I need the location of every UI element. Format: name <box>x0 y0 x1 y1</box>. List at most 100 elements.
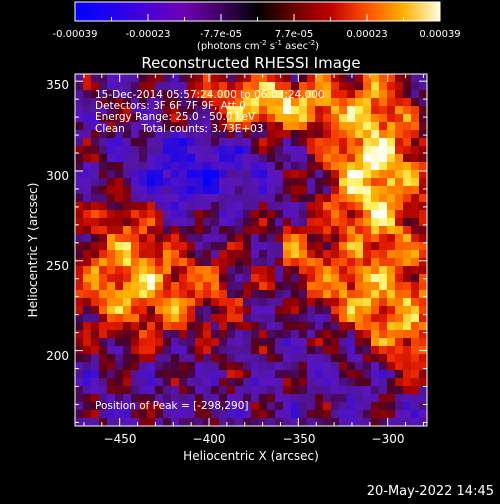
heatmap-cell <box>371 202 380 211</box>
heatmap-cell <box>147 250 156 259</box>
heatmap-cell <box>195 170 204 179</box>
heatmap-cell <box>267 274 276 283</box>
heatmap-cell <box>275 306 284 315</box>
heatmap-cell <box>203 194 212 203</box>
heatmap-cell <box>107 386 116 395</box>
heatmap-cell <box>83 282 92 291</box>
heatmap-cell <box>203 146 212 155</box>
heatmap-cell <box>147 306 156 315</box>
heatmap-cell <box>307 306 316 315</box>
heatmap-cell <box>267 410 276 419</box>
heatmap-cell <box>387 98 396 107</box>
heatmap-cell <box>179 154 188 163</box>
heatmap-cell <box>195 418 204 426</box>
heatmap-cell <box>115 378 124 387</box>
heatmap-cell <box>227 162 236 171</box>
heatmap-cell <box>211 202 220 211</box>
heatmap-cell <box>155 402 164 411</box>
heatmap-cell <box>347 298 356 307</box>
heatmap-cell <box>379 106 388 115</box>
heatmap-cell <box>83 362 92 371</box>
heatmap-cell <box>267 98 276 107</box>
heatmap-cell <box>83 234 92 243</box>
heatmap-cell <box>75 194 84 203</box>
heatmap-cell <box>419 354 427 363</box>
heatmap-cell <box>307 314 316 323</box>
heatmap-cell <box>187 194 196 203</box>
heatmap-cell <box>275 186 284 195</box>
heatmap-cell <box>187 402 196 411</box>
heatmap-cell <box>227 130 236 139</box>
heatmap-cell <box>227 82 236 91</box>
heatmap-cell <box>155 274 164 283</box>
heatmap-cell <box>195 290 204 299</box>
heatmap-cell <box>243 258 252 267</box>
heatmap-cell <box>203 274 212 283</box>
heatmap-cell <box>195 386 204 395</box>
heatmap-cell <box>243 114 252 123</box>
heatmap-cell <box>395 258 404 267</box>
heatmap-cell <box>75 114 84 123</box>
heatmap-cell <box>299 226 308 235</box>
heatmap-cell <box>107 234 116 243</box>
heatmap-cell <box>411 282 420 291</box>
heatmap-cell <box>83 250 92 259</box>
heatmap-cell <box>203 362 212 371</box>
heatmap-cell <box>155 250 164 259</box>
heatmap-cell <box>171 130 180 139</box>
heatmap-cell <box>379 234 388 243</box>
heatmap-cell <box>283 242 292 251</box>
heatmap-cell <box>283 322 292 331</box>
heatmap-cell <box>219 250 228 259</box>
heatmap-cell <box>203 378 212 387</box>
heatmap-cell <box>371 106 380 115</box>
heatmap-cell <box>171 346 180 355</box>
heatmap-cell <box>131 170 140 179</box>
heatmap-cell <box>387 146 396 155</box>
heatmap-cell <box>227 322 236 331</box>
heatmap-cell <box>411 322 420 331</box>
heatmap-cell <box>211 162 220 171</box>
heatmap-cell <box>219 362 228 371</box>
colorbar-tick-label: -7.7e-05 <box>200 29 242 40</box>
heatmap-cell <box>171 370 180 379</box>
heatmap-cell <box>251 130 260 139</box>
heatmap-cell <box>339 386 348 395</box>
heatmap-cell <box>291 114 300 123</box>
heatmap-cell <box>83 146 92 155</box>
heatmap-cell <box>331 402 340 411</box>
heatmap-cell <box>131 82 140 91</box>
heatmap-cell <box>187 162 196 171</box>
heatmap-cell <box>331 234 340 243</box>
heatmap-cell <box>123 306 132 315</box>
heatmap-cell <box>219 130 228 139</box>
heatmap-cell <box>195 306 204 315</box>
heatmap-cell <box>259 354 268 363</box>
heatmap-cell <box>115 130 124 139</box>
heatmap-cell <box>307 266 316 275</box>
heatmap-cell <box>323 314 332 323</box>
heatmap-cell <box>99 178 108 187</box>
heatmap-cell <box>363 386 372 395</box>
heatmap-cell <box>291 282 300 291</box>
heatmap-cell <box>379 90 388 99</box>
heatmap-cell <box>147 370 156 379</box>
heatmap-cell <box>419 322 427 331</box>
heatmap-cell <box>395 98 404 107</box>
heatmap-cell <box>419 130 427 139</box>
heatmap-cell <box>387 362 396 371</box>
heatmap-cell <box>267 130 276 139</box>
heatmap-cell <box>123 394 132 403</box>
heatmap-cell <box>395 314 404 323</box>
heatmap-cell <box>419 314 427 323</box>
footer-timestamp: 20-May-2022 14:45 <box>367 484 494 499</box>
heatmap-cell <box>403 226 412 235</box>
heatmap-cell <box>283 154 292 163</box>
heatmap-cell <box>171 162 180 171</box>
heatmap-cell <box>171 306 180 315</box>
heatmap-cell <box>355 338 364 347</box>
heatmap-cell <box>419 170 427 179</box>
heatmap-cell <box>227 346 236 355</box>
heatmap-cell <box>379 210 388 219</box>
heatmap-cell <box>387 242 396 251</box>
